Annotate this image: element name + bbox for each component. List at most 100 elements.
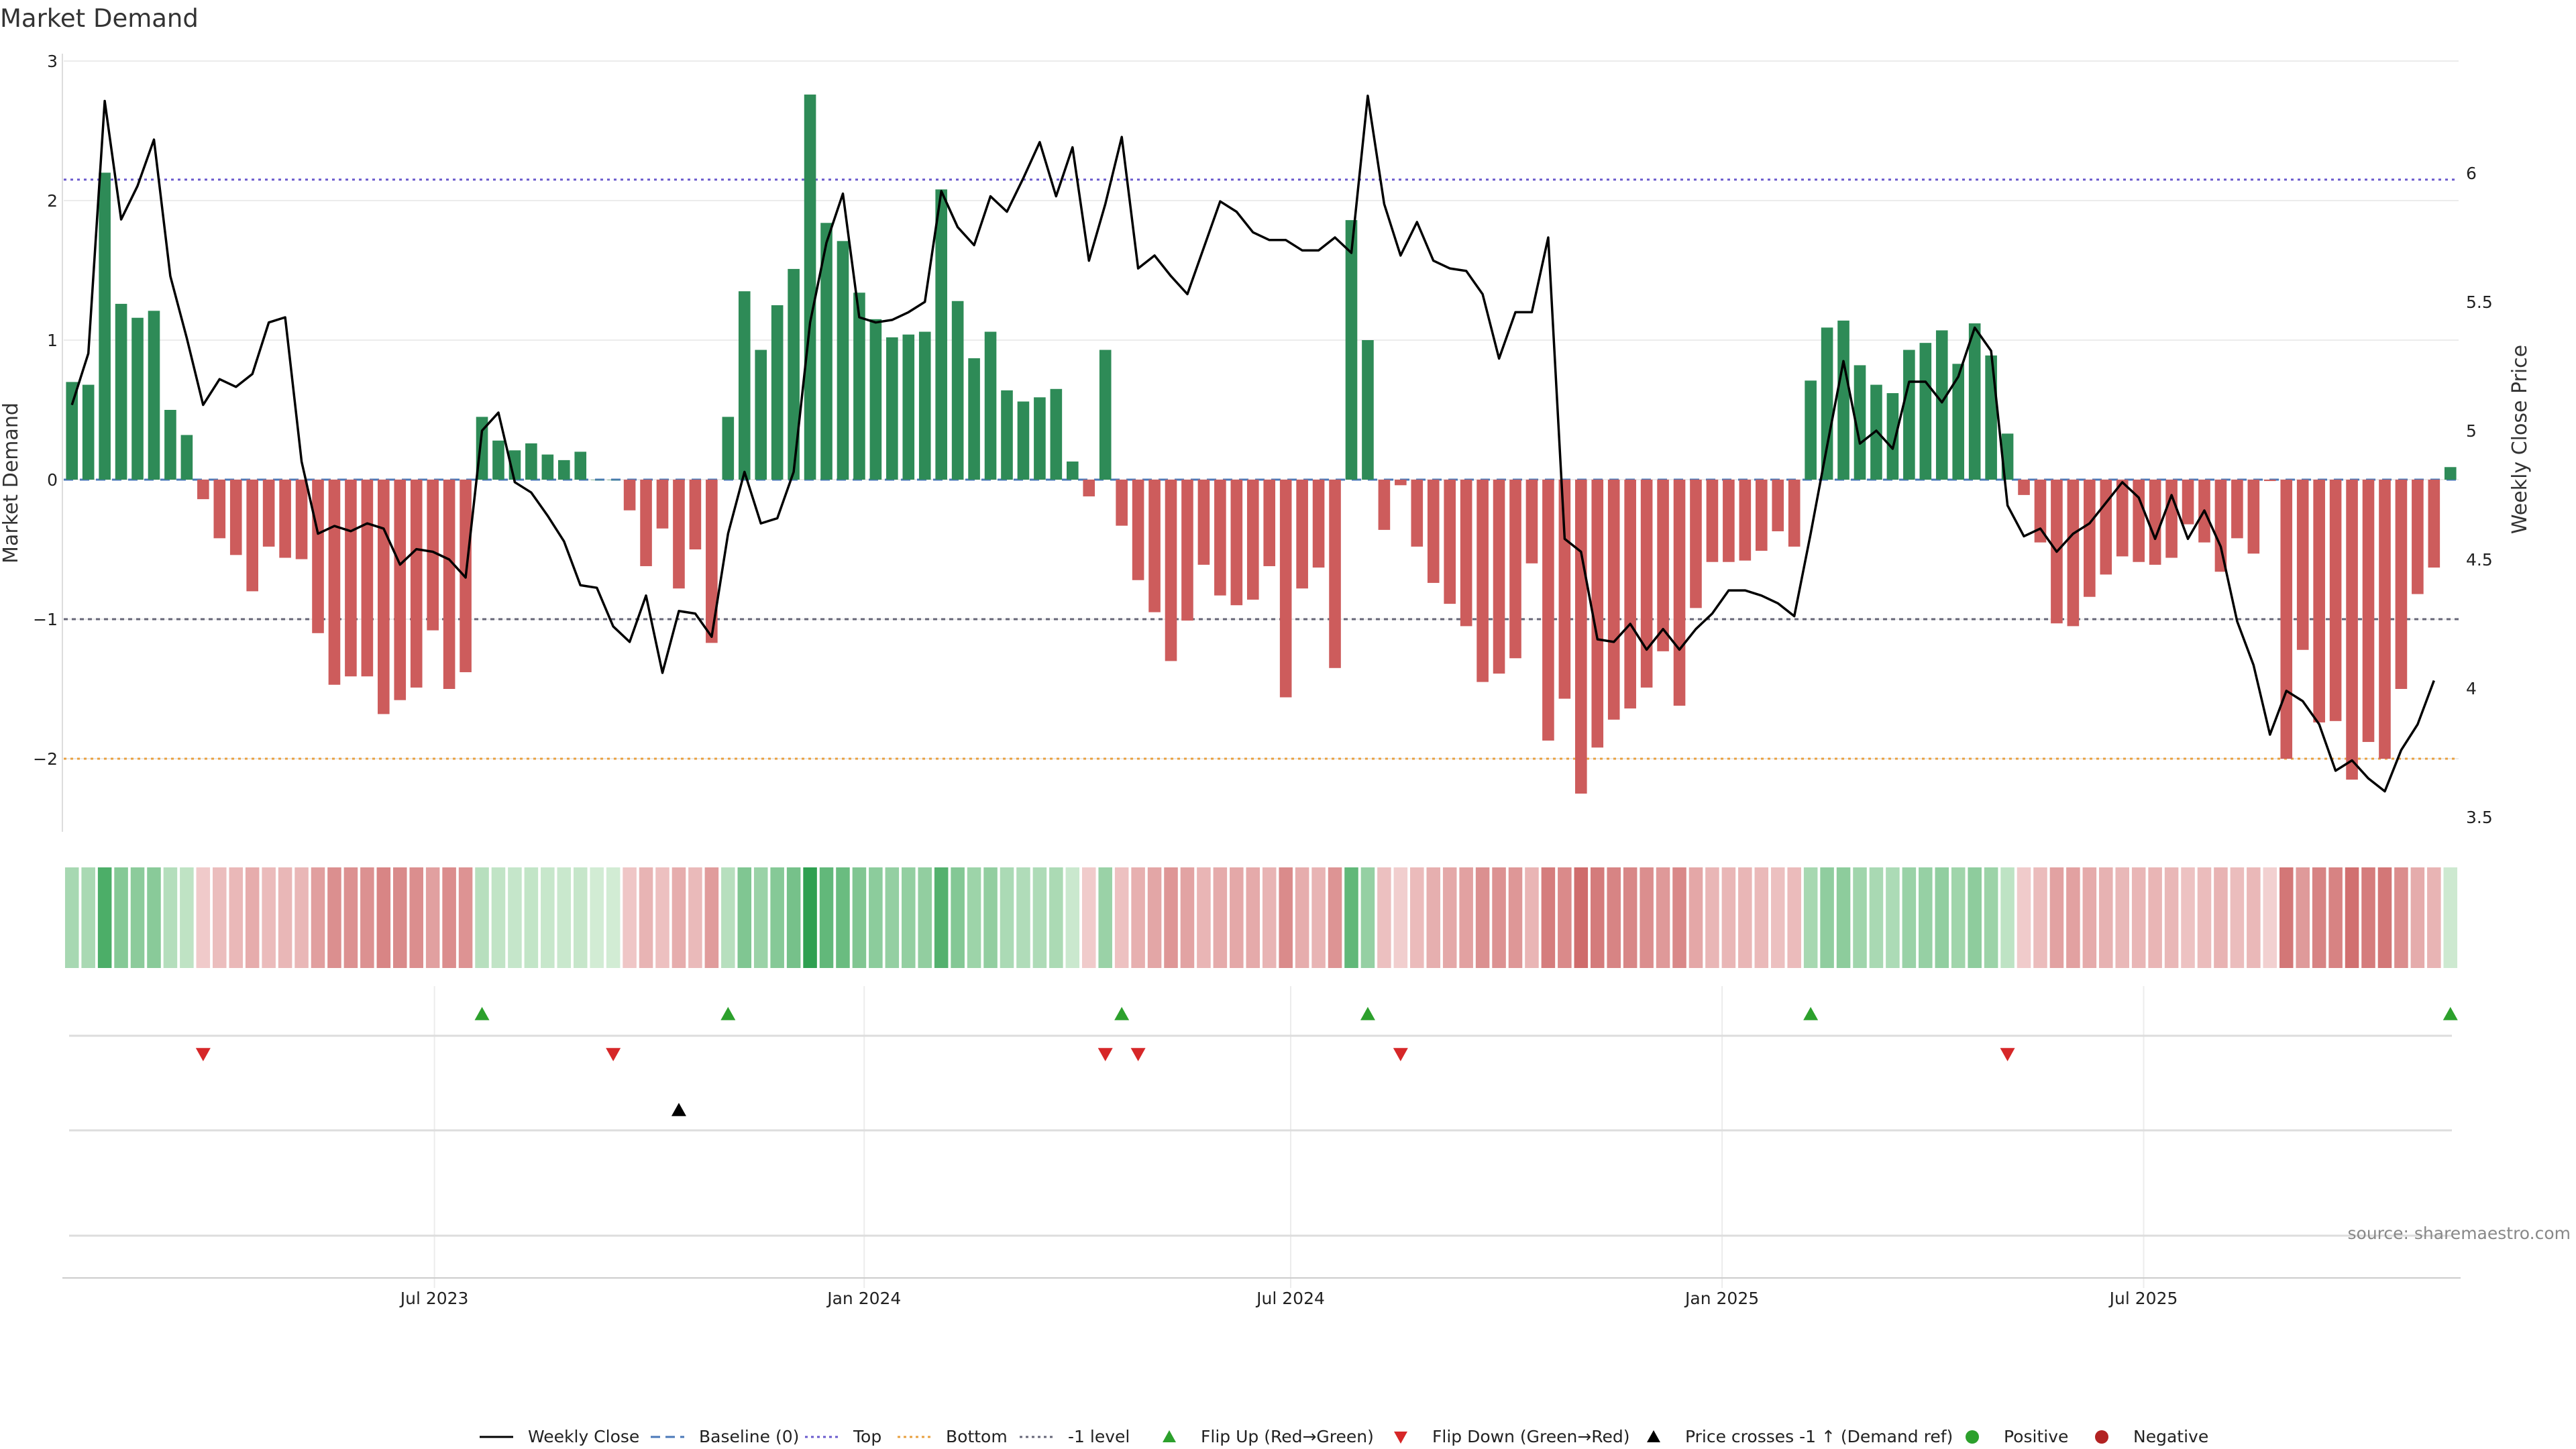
heat-cell	[1853, 867, 1867, 968]
flip-down-marker	[2000, 1048, 2015, 1061]
demand-bar	[1345, 220, 1358, 480]
demand-bar	[262, 480, 275, 547]
y2-tick-label: 4	[2466, 679, 2477, 698]
heat-cell	[163, 867, 178, 968]
demand-bar	[1296, 480, 1308, 589]
demand-bar	[2362, 480, 2375, 743]
axis-ticks: 3 2 1 0 −1 −2 6 5.5 5 4.5 4 3.5 Jul 2023 Jan 2024 Jul …	[33, 52, 2493, 1308]
demand-bar	[2444, 467, 2457, 480]
demand-bar	[771, 305, 784, 480]
demand-bar	[1673, 480, 1686, 706]
heat-cell	[967, 867, 981, 968]
heat-cell	[1114, 867, 1129, 968]
legend-item: Top	[805, 1427, 881, 1446]
demand-bar	[1903, 350, 1915, 480]
heat-cell	[672, 867, 686, 968]
flip-down-marker	[195, 1048, 211, 1061]
demand-bar	[2263, 480, 2276, 482]
demand-bar	[2214, 480, 2227, 572]
demand-bar	[738, 291, 751, 480]
heat-cell	[1016, 867, 1030, 968]
heat-cell	[1984, 867, 1998, 968]
y-tick-label: −1	[33, 610, 58, 629]
heat-cell	[2263, 867, 2277, 968]
heat-cell	[573, 867, 588, 968]
demand-bar	[1772, 480, 1784, 531]
demand-bar	[1050, 388, 1063, 480]
price-cross-marker	[671, 1103, 686, 1116]
demand-bar	[197, 480, 209, 500]
heat-cell	[475, 867, 489, 968]
heat-cell	[524, 867, 539, 968]
demand-bar	[1607, 480, 1620, 720]
heat-cell	[278, 867, 292, 968]
demand-bar	[706, 480, 718, 643]
x-tick-label: Jul 2024	[1255, 1289, 1325, 1308]
demand-bar	[1690, 480, 1702, 608]
heat-cell	[1754, 867, 1769, 968]
heat-cell	[983, 867, 998, 968]
heat-cell	[1246, 867, 1260, 968]
heat-cell	[639, 867, 653, 968]
heat-cell	[1770, 867, 1785, 968]
y2-tick-label: 5.5	[2466, 292, 2493, 312]
demand-bar	[2133, 480, 2145, 562]
demand-bar	[2280, 480, 2293, 759]
heat-cell	[2082, 867, 2097, 968]
event-markers	[69, 1007, 2458, 1237]
heat-cell	[2247, 867, 2261, 968]
demand-bar	[2329, 480, 2342, 721]
demand-bar	[886, 337, 898, 480]
heat-cell	[1902, 867, 1917, 968]
heat-cell	[1803, 867, 1818, 968]
heat-cell	[1049, 867, 1063, 968]
demand-bar	[1739, 480, 1752, 561]
demand-bar	[722, 417, 735, 480]
heat-cell	[2279, 867, 2294, 968]
flip-up-marker	[2443, 1007, 2458, 1020]
demand-bar	[427, 480, 439, 631]
heat-cell	[130, 867, 145, 968]
y-axis-label: Market Demand	[0, 402, 23, 564]
heat-cell	[213, 867, 227, 968]
demand-bar	[115, 303, 127, 480]
demand-bar	[410, 480, 423, 688]
demand-bar	[1378, 480, 1391, 530]
heat-cell	[1721, 867, 1736, 968]
y-tick-label: 1	[47, 331, 58, 350]
demand-bar	[2247, 480, 2260, 554]
demand-bar	[1509, 480, 1521, 659]
demand-bar	[623, 480, 636, 511]
y-tick-label: 3	[47, 52, 58, 71]
heat-cell	[934, 867, 949, 968]
demand-bar	[2395, 480, 2408, 689]
heat-cell	[1492, 867, 1506, 968]
legend-label: Positive	[2004, 1427, 2068, 1446]
demand-bar	[2084, 480, 2096, 597]
demand-bar	[345, 480, 357, 677]
demand-bar	[1624, 480, 1636, 709]
heat-cell	[327, 867, 341, 968]
legend-item: Negative	[2095, 1427, 2208, 1446]
heat-cell	[655, 867, 669, 968]
demand-bar	[1083, 480, 1095, 496]
demand-bar	[1525, 480, 1538, 564]
demand-bar	[673, 480, 685, 589]
heat-cell	[294, 867, 309, 968]
demand-bar	[312, 480, 324, 633]
flip-down-marker	[1097, 1048, 1113, 1061]
chart-title: Market Demand	[0, 4, 199, 33]
heat-cell	[1607, 867, 1621, 968]
demand-bar	[1312, 480, 1325, 568]
legend-item: Baseline (0)	[651, 1427, 799, 1446]
heat-cell	[1262, 867, 1277, 968]
demand-heat-strip	[64, 867, 2458, 968]
heat-cell	[343, 867, 358, 968]
demand-bar	[869, 319, 882, 480]
demand-bar	[788, 268, 800, 480]
x-tick-label: Jan 2024	[826, 1289, 901, 1308]
heat-cell	[1919, 867, 1933, 968]
heat-cell	[704, 867, 719, 968]
demand-bar	[1362, 340, 1374, 480]
